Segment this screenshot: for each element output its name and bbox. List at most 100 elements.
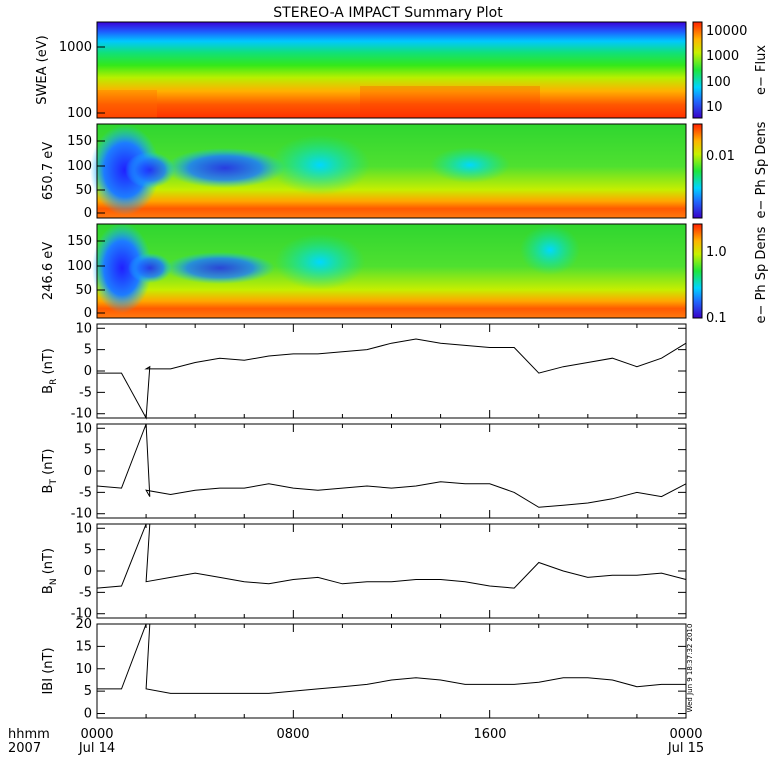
- swea-cbar-tick-10: 10: [706, 100, 723, 115]
- pad246-spectrogram: 246.6 eV 150 100 50 0 1.0 0.1 e− Ph Sp D…: [41, 223, 769, 326]
- ytick-label: 10: [75, 662, 92, 677]
- x-tick-label-0000-start: 0000: [80, 727, 113, 742]
- panel-frame: [96, 623, 687, 719]
- generation-timestamp: Wed Jun 9 18:37:32 2010: [686, 624, 694, 713]
- x-tick-label-0000-end: 0000: [669, 727, 702, 742]
- ylabel-unit: (nT): [41, 449, 56, 479]
- x-tick-label-1600: 1600: [473, 727, 506, 742]
- chart-title: STEREO-A IMPACT Summary Plot: [273, 5, 503, 21]
- swea-spectrogram-image: [97, 22, 686, 118]
- pad246-blue-region-2: [165, 252, 275, 284]
- ytick-label: 5: [84, 684, 92, 699]
- pad246-ytick-label-0: 0: [84, 306, 92, 321]
- ytick-label: 15: [75, 639, 92, 654]
- ytick-label: 0: [84, 707, 92, 722]
- x-axis-labels: hhmm 2007 0000 Jul 14 0800 1600 0000 Jul…: [8, 727, 704, 756]
- panel-frame: [96, 323, 687, 419]
- pad246-colorbar: [692, 223, 703, 319]
- panel-ylabel: IBI (nT): [41, 647, 56, 694]
- swea-ytick-label-1000: 1000: [59, 40, 92, 55]
- ytick-label: 10: [75, 421, 92, 436]
- ylabel-main: B: [41, 485, 56, 494]
- ytick-label: 0: [84, 364, 92, 379]
- ytick-label: 5: [84, 443, 92, 458]
- x-axis-label: hhmm: [8, 727, 50, 742]
- swea-frame: [96, 21, 687, 119]
- swea-dark-band-early: [97, 90, 157, 118]
- series-line-b: [97, 623, 686, 694]
- swea-ylabel: SWEA (eV): [35, 35, 50, 104]
- ylabel-unit: (nT): [41, 647, 56, 677]
- ylabel-sub: N: [49, 578, 59, 585]
- x-tick-date-jul15: Jul 15: [667, 741, 704, 756]
- swea-ytick-label-100: 100: [67, 106, 92, 121]
- ytick-label: -5: [79, 585, 92, 600]
- panel-bt: 10 5 0 -5 -10 BT (nT): [41, 421, 687, 522]
- pad650-cbar-tick-0-01: 0.01: [706, 149, 735, 164]
- panel-ylabel: BN (nT): [41, 548, 59, 594]
- pad246-ytick-label-50: 50: [75, 283, 92, 298]
- ytick-label: -10: [71, 607, 92, 622]
- pad650-frame: [96, 123, 687, 219]
- ylabel-sub: T: [49, 479, 59, 486]
- pad246-cbar-tick-1-0: 1.0: [706, 245, 727, 260]
- ytick-label: -5: [79, 385, 92, 400]
- ytick-label: -10: [71, 407, 92, 422]
- ytick-label: 0: [84, 464, 92, 479]
- panel-ylabel: BR (nT): [41, 348, 59, 394]
- pad650-ytick-label-0: 0: [84, 206, 92, 221]
- series-line-bn: [96, 523, 687, 589]
- ylabel-sub: R: [49, 379, 59, 385]
- pad246-ytick-label-150: 150: [67, 234, 92, 249]
- pad650-spectrogram: 650.7 eV 150 100 50 0 0.01 e− Ph Sp Dens: [41, 121, 769, 221]
- series-line-br: [97, 338, 687, 420]
- swea-cbar-tick-1000: 1000: [706, 49, 739, 64]
- swea-spectrogram: SWEA (eV) 1000 100 10000 1000 100 10 e− …: [35, 21, 769, 121]
- pad650-ytick-label-150: 150: [67, 134, 92, 149]
- swea-hot-band-midday: [360, 86, 540, 118]
- pad650-blue-region-2: [165, 148, 285, 188]
- ytick-label: -10: [71, 507, 92, 522]
- pad650-cyan-region-2: [430, 147, 510, 183]
- panel-frame: [96, 423, 687, 519]
- pad650-ytick-label-50: 50: [75, 183, 92, 198]
- swea-colorbar: [692, 21, 703, 119]
- panel-br: 10 5 0 -5 -10 BR (nT): [41, 321, 687, 422]
- x-tick-date-jul14: Jul 14: [78, 741, 115, 756]
- ylabel-unit: (nT): [41, 548, 56, 578]
- ytick-label: 5: [84, 343, 92, 358]
- swea-cbar-tick-10000: 10000: [706, 24, 747, 39]
- pad650-ytick-label-100: 100: [67, 159, 92, 174]
- pad246-cyan-region-1: [275, 234, 365, 290]
- pad246-cbar-label: e− Ph Sp Dens: [754, 226, 769, 323]
- ytick-label: -5: [79, 485, 92, 500]
- panel-b: 20 15 10 5 0 IBI (nT): [41, 617, 687, 722]
- panel-frame: [96, 523, 687, 619]
- series-line-bt: [96, 423, 687, 508]
- ytick-label: 5: [84, 543, 92, 558]
- pad650-cyan-region-1: [270, 135, 370, 195]
- pad650-ylabel: 650.7 eV: [41, 142, 56, 200]
- swea-cbar-tick-100: 100: [706, 75, 731, 90]
- ylabel-unit: (nT): [41, 348, 56, 378]
- x-axis-year: 2007: [8, 741, 41, 756]
- panel-bn: 10 5 0 -5 -10 BN (nT): [41, 521, 687, 622]
- pad650-cbar-label: e− Ph Sp Dens: [754, 121, 769, 218]
- pad246-frame: [96, 223, 687, 319]
- pad246-blue-region-1: [128, 253, 172, 283]
- pad246-ylabel: 246.6 eV: [41, 242, 56, 300]
- pad246-cbar-tick-0-1: 0.1: [706, 311, 727, 326]
- ytick-label: 10: [75, 521, 92, 536]
- swea-cbar-label: e− Flux: [754, 45, 769, 95]
- ylabel-main: IBI: [41, 678, 56, 695]
- pad246-cyan-region-2: [520, 225, 580, 275]
- x-tick-label-0800: 0800: [276, 727, 309, 742]
- ytick-label: 0: [84, 564, 92, 579]
- ylabel-main: B: [41, 585, 56, 594]
- ytick-label: 10: [75, 321, 92, 336]
- pad650-blue-region-1: [125, 152, 175, 188]
- pad246-blue-region-early: [92, 223, 152, 313]
